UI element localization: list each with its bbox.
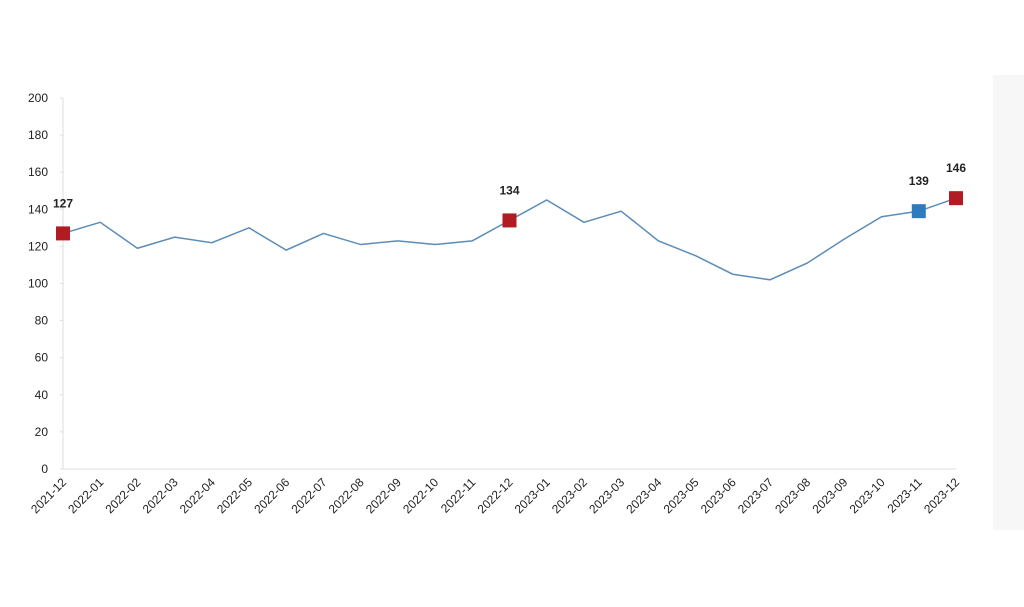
x-tick-label: 2022-03 [140,475,181,516]
x-tick-label: 2022-04 [177,475,218,516]
x-tick-label: 2023-10 [847,475,888,516]
x-tick-label: 2023-12 [921,475,962,516]
y-tick-label: 120 [28,239,48,253]
data-label: 139 [909,174,929,188]
x-tick-label: 2023-02 [549,475,590,516]
x-tick-label: 2023-05 [661,475,702,516]
x-tick-label: 2022-11 [438,475,479,516]
x-tick-label: 2022-09 [363,475,404,516]
x-tick-label: 2022-12 [475,475,516,516]
x-tick-label: 2023-11 [884,475,925,516]
x-tick-label: 2022-07 [289,475,330,516]
x-tick-label: 2022-06 [251,475,292,516]
y-tick-label: 0 [41,462,48,476]
x-tick-label: 2023-06 [698,475,739,516]
y-tick-label: 20 [35,425,49,439]
line [62,197,957,281]
x-tick-label: 2023-04 [623,475,664,516]
x-tick-label: 2023-03 [586,475,627,516]
data-label: 127 [53,196,73,210]
x-tick-label: 2023-08 [772,475,813,516]
y-tick-label: 100 [28,277,48,291]
x-tick-label: 2022-05 [214,475,255,516]
x-tick-label: 2023-01 [512,475,553,516]
y-tick-label: 60 [35,351,49,365]
y-tick-label: 140 [28,202,48,216]
data-label: 134 [499,183,519,197]
x-tick-label: 2022-02 [102,475,143,516]
y-tick-label: 80 [35,314,49,328]
marker [911,204,926,219]
data-label: 146 [946,161,966,175]
x-tick-label: 2021-12 [28,475,69,516]
y-tick-label: 180 [28,128,48,142]
marker [949,191,963,206]
x-tick-label: 2022-01 [65,475,106,516]
x-tick-label: 2023-07 [735,475,776,516]
marker [56,226,70,241]
x-tick-label: 2023-09 [809,475,850,516]
y-tick-label: 40 [35,388,49,402]
x-tick-label: 2022-08 [326,475,367,516]
y-tick-label: 160 [28,165,48,179]
marker [502,213,517,228]
side-decoration [993,75,1024,530]
x-tick-label: 2022-10 [400,475,441,516]
y-tick-label: 200 [28,91,48,105]
